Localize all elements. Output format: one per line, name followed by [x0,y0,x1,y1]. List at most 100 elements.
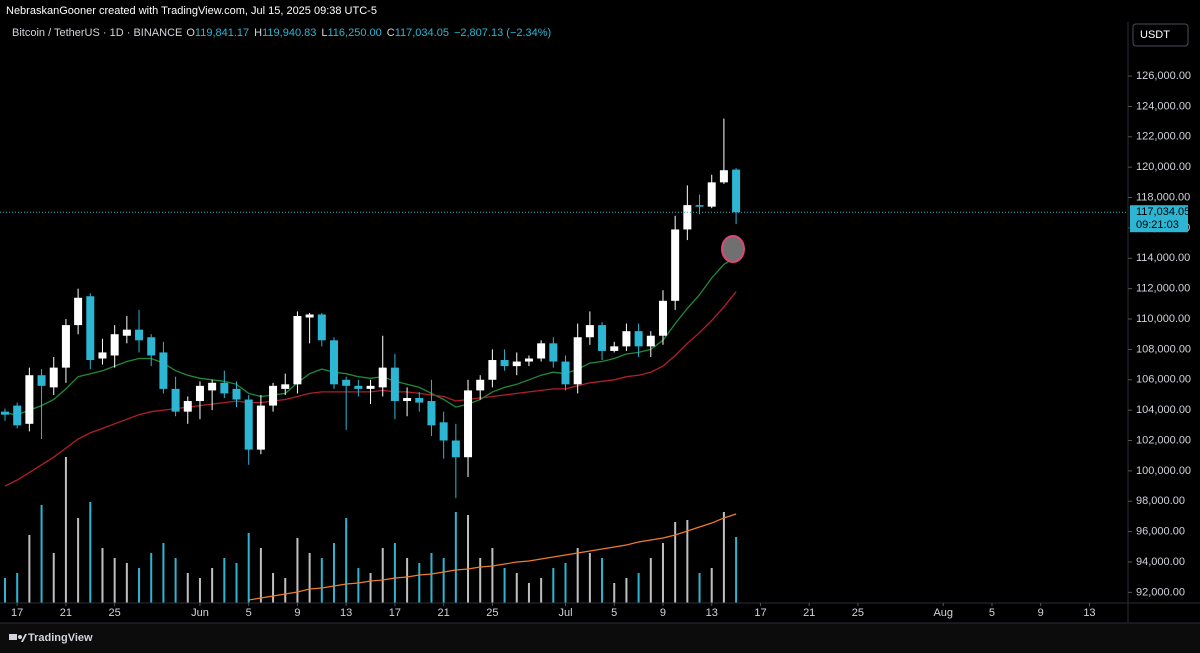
volume-bar [369,573,372,603]
candle-body [171,388,180,412]
volume-bar [125,563,128,603]
legend-value: 119,841.17 [195,27,249,39]
x-tick-label: 5 [989,607,995,619]
currency-label[interactable]: USDT [1140,29,1170,41]
volume-bar [418,563,421,603]
x-tick-label: 17 [754,607,766,619]
last-price-label: 117,034.05 [1136,206,1190,218]
candle-body [98,352,107,359]
volume-bar [564,563,567,603]
candle-body [135,329,144,341]
volume-bar [138,568,141,603]
y-tick-label: 104,000.00 [1136,404,1191,416]
y-tick-label: 96,000.00 [1136,526,1185,538]
volume-bar [162,543,165,603]
candle-body [549,343,558,362]
candle-body [403,397,412,402]
volume-bar [503,568,506,603]
legend-key: L [321,27,327,39]
volume-bar [674,522,677,603]
volume-bar [442,558,445,603]
volume-bar [552,568,555,603]
volume-bar [393,543,396,603]
volume-bar [28,535,31,603]
currency-button[interactable] [1132,23,1189,47]
x-tick-label: 13 [340,607,352,619]
moving-average [4,256,737,416]
y-tick-label: 98,000.00 [1136,495,1185,507]
y-tick-label: 126,000.00 [1136,70,1191,82]
volume-bar [588,553,591,603]
legend-change: −2,807.13 (−2.34%) [454,27,551,39]
volume-bar [64,457,67,603]
candle-body [464,390,473,458]
volume-bar [16,573,19,603]
x-tick-label: 25 [852,607,864,619]
candle-body [683,205,692,230]
annotation-circle [721,235,745,263]
candle-body [671,229,680,301]
candle-body [476,379,485,391]
volume-bar [235,563,238,603]
candle-body [622,331,631,347]
candle-body [244,399,253,450]
volume-bar [211,568,214,603]
candle-body [269,385,278,406]
volume-bar [576,548,579,603]
volume-bar [101,548,104,603]
candle-body [317,314,326,341]
volume-bar [527,583,530,603]
x-tick-label: 25 [486,607,498,619]
y-tick-label: 100,000.00 [1136,465,1191,477]
candle-body [86,296,95,361]
candle-body [232,388,241,400]
volume-bar [259,548,262,603]
volume-bar [637,573,640,603]
candle-body [74,297,83,326]
candle-body [110,334,119,356]
volume-bar [308,553,311,603]
legend: Bitcoin / TetherUS · 1D · BINANCE O119,84… [12,27,551,39]
candle-body [147,337,156,356]
candle-body [658,300,667,336]
candle-body [610,346,619,351]
candle-body [293,315,302,385]
x-tick-label: 13 [706,607,718,619]
volume-bar [491,548,494,603]
legend-value: 119,940.83 [262,27,316,39]
candle-body [512,361,521,367]
x-tick-label: 5 [246,607,252,619]
volume-bar [625,578,628,603]
volume-ma [248,513,737,601]
candle-body [451,440,460,458]
candle-body [342,379,351,386]
x-tick-label: 21 [60,607,72,619]
volume-bar [381,548,384,603]
volume-bar [113,558,116,603]
candle-body [256,405,265,450]
candle-body [390,367,399,402]
volume-bar [198,578,201,603]
x-tick-label: 17 [11,607,23,619]
candle-body [329,340,338,385]
volume-bar [686,520,689,603]
candle-body [122,329,131,336]
candle-body [13,405,22,426]
legend-value: 116,250.00 [328,27,382,39]
legend-key: C [387,27,395,39]
candle-body [634,331,643,347]
volume-bar [722,512,725,603]
candle-body [439,422,448,441]
candle-body [719,170,728,183]
y-tick-label: 112,000.00 [1136,283,1190,295]
volume-bar [406,558,409,603]
volume-bar [223,558,226,603]
symbol: Bitcoin / TetherUS · 1D · BINANCE [12,27,182,39]
legend-key: O [186,27,195,39]
volume-bar [710,568,713,603]
candle-body [707,182,716,207]
candle-body [585,325,594,338]
legend-value: 117,034.05 [395,27,449,39]
volume-bar [272,573,275,603]
x-tick-label: 9 [1038,607,1044,619]
